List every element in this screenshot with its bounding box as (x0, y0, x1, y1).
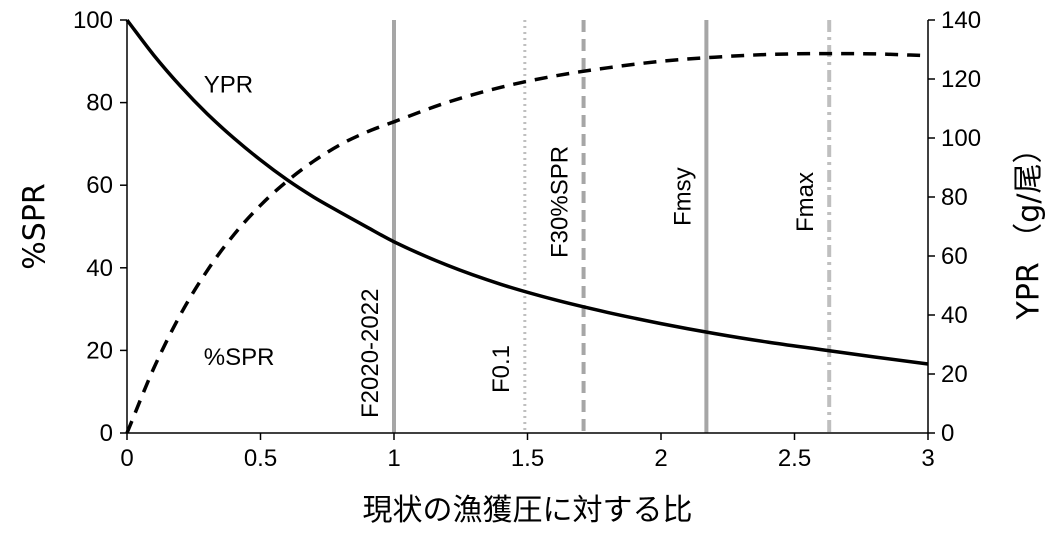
x-axis-title: 現状の漁獲圧に対する比 (363, 493, 693, 528)
x-tick-label-1: 0.5 (244, 445, 277, 472)
y-axis-left-title: %SPR (18, 183, 53, 269)
reference-line-label-1: F0.1 (488, 345, 515, 393)
reference-lines (392, 20, 832, 433)
series-label-0: YPR (204, 71, 253, 98)
x-tick-label-3: 1.5 (511, 445, 544, 472)
reference-line-label-0: F2020-2022 (357, 289, 384, 418)
y-left-tick-label-2: 40 (86, 255, 113, 282)
y-right-tick-label-1: 20 (941, 361, 968, 388)
y-right-tick-label-4: 80 (941, 184, 968, 211)
labels: F2020-2022 F0.1 F30%SPR Fmsy Fmax YPR %SPR (204, 71, 819, 418)
x-tick-label-4: 2 (654, 445, 667, 472)
y-right-tick-label-5: 100 (941, 125, 981, 152)
series-line-0 (125, 18, 929, 366)
y-left-tick-label-5: 100 (73, 7, 113, 34)
y-left-tick-label-0: 0 (100, 420, 113, 447)
y-right-tick-label-0: 0 (941, 420, 954, 447)
x-tick-label-2: 1 (387, 445, 400, 472)
axes: 0 0.5 1 1.5 2 2.5 3020406080100020406080100120… (73, 7, 981, 472)
series-line-1 (125, 51, 929, 434)
y-right-tick-label-7: 140 (941, 7, 981, 34)
y-right-tick-label-2: 40 (941, 302, 968, 329)
y-left-tick-label-4: 80 (86, 90, 113, 117)
curves (125, 18, 929, 434)
reference-line-label-3: Fmsy (669, 167, 696, 226)
y-axis-right-title: YPR （g/尾） (1012, 134, 1047, 321)
y-left-tick-label-3: 60 (86, 172, 113, 199)
y-right-tick-label-6: 120 (941, 66, 981, 93)
x-tick-label-5: 2.5 (778, 445, 811, 472)
x-tick-label-0: 0 (120, 445, 133, 472)
series-label-1: %SPR (204, 344, 275, 371)
y-left-tick-label-1: 20 (86, 337, 113, 364)
x-tick-label-6: 3 (921, 445, 934, 472)
reference-line-label-4: Fmax (792, 172, 819, 232)
y-right-tick-label-3: 60 (941, 243, 968, 270)
reference-line-label-2: F30%SPR (547, 146, 574, 258)
